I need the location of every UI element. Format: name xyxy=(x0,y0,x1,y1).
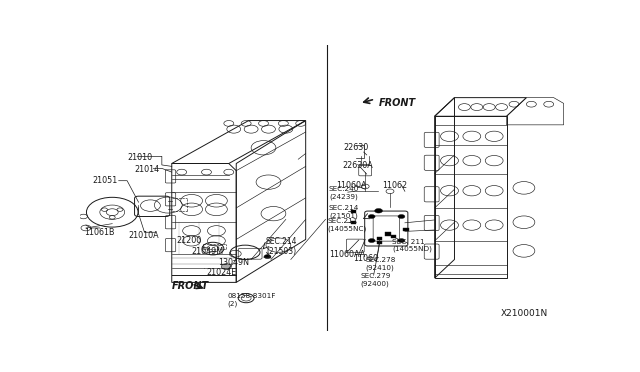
Circle shape xyxy=(264,254,271,259)
Text: 22630A: 22630A xyxy=(342,161,372,170)
Text: 21010: 21010 xyxy=(127,153,152,162)
Text: 11062: 11062 xyxy=(383,181,408,190)
Text: 11060A: 11060A xyxy=(336,181,367,190)
Text: SEC.278
(92410): SEC.278 (92410) xyxy=(365,257,396,270)
Text: SEC.214
(21501): SEC.214 (21501) xyxy=(329,205,360,219)
Circle shape xyxy=(368,238,375,243)
Text: 21010A: 21010A xyxy=(129,231,159,240)
FancyBboxPatch shape xyxy=(351,221,356,224)
Text: 21014: 21014 xyxy=(134,165,160,174)
Text: X210001N: X210001N xyxy=(500,309,548,318)
Text: 21200: 21200 xyxy=(177,236,202,246)
Text: 21024E: 21024E xyxy=(207,268,237,277)
Text: SEC.211
(14055NC): SEC.211 (14055NC) xyxy=(328,218,367,232)
FancyBboxPatch shape xyxy=(351,210,356,213)
FancyBboxPatch shape xyxy=(377,241,382,244)
FancyBboxPatch shape xyxy=(385,232,392,236)
Text: 08158-8301F
(2): 08158-8301F (2) xyxy=(228,294,276,307)
Text: SEC. 211
(14055ND): SEC. 211 (14055ND) xyxy=(392,239,433,253)
Text: FRONT: FRONT xyxy=(172,281,209,291)
Circle shape xyxy=(374,208,383,213)
Text: SEC.214
(21503): SEC.214 (21503) xyxy=(266,237,298,256)
Circle shape xyxy=(368,215,375,218)
Text: FRONT: FRONT xyxy=(379,98,416,108)
Circle shape xyxy=(221,264,231,269)
Text: 11060: 11060 xyxy=(353,254,378,263)
FancyBboxPatch shape xyxy=(403,228,409,231)
Circle shape xyxy=(398,215,405,218)
Text: 11060AA: 11060AA xyxy=(330,250,365,259)
Circle shape xyxy=(398,238,405,243)
Text: 22630: 22630 xyxy=(343,143,368,152)
Text: SEC.279
(92400): SEC.279 (92400) xyxy=(360,273,390,287)
FancyBboxPatch shape xyxy=(391,235,396,238)
Text: 13049N: 13049N xyxy=(218,259,249,267)
Text: 21051: 21051 xyxy=(92,176,118,185)
Text: 21049M: 21049M xyxy=(191,247,224,256)
Text: SEC.240
(24239): SEC.240 (24239) xyxy=(329,186,360,200)
Text: 11061B: 11061B xyxy=(84,228,115,237)
FancyBboxPatch shape xyxy=(377,237,382,240)
